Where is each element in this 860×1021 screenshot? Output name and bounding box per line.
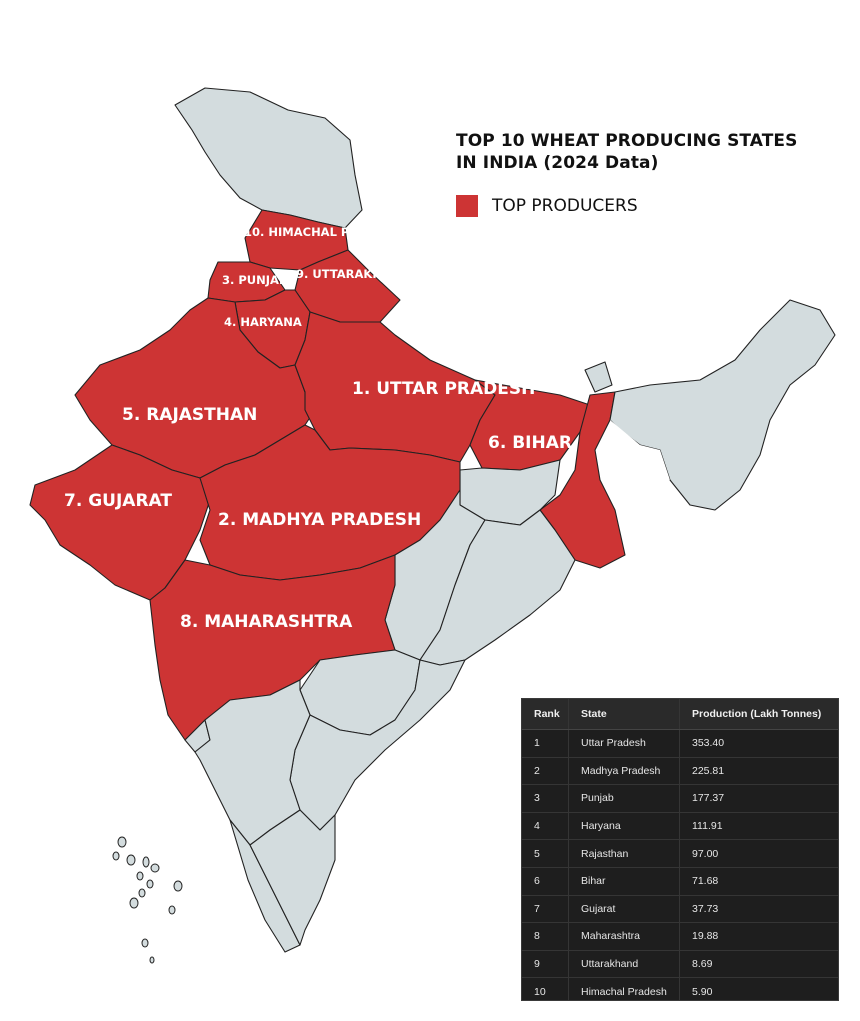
cell-rank: 6 [522, 867, 569, 896]
region-tamil-nadu [249, 809, 336, 946]
label-haryana: 4. HARYANA [224, 315, 302, 329]
cell-rank: 4 [522, 812, 569, 841]
cell-state: Himachal Pradesh [568, 977, 680, 1000]
legend-label: TOP PRODUCERS [492, 196, 638, 216]
cell-rank: 5 [522, 839, 569, 868]
cell-production: 97.00 [679, 839, 838, 868]
table-row: 7 Gujarat 37.73 [522, 895, 838, 924]
region-sikkim [584, 361, 613, 393]
label-maharashtra: 8. MAHARASHTRA [180, 612, 353, 632]
production-table-grid: Rank State Production (Lakh Tonnes) 1 Utt… [522, 699, 838, 1000]
cell-rank: 7 [522, 895, 569, 924]
cell-production: 5.90 [679, 977, 838, 1000]
cell-rank: 3 [522, 784, 569, 813]
legend: TOP PRODUCERS [456, 195, 638, 217]
title-line-1: TOP 10 WHEAT PRODUCING STATES [456, 131, 798, 151]
cell-rank: 10 [522, 977, 569, 1000]
cell-production: 8.69 [679, 950, 838, 979]
table-row: 6 Bihar 71.68 [522, 867, 838, 896]
cell-rank: 8 [522, 922, 569, 951]
table-header-row: Rank State Production (Lakh Tonnes) [522, 699, 838, 730]
cell-state: Uttar Pradesh [568, 729, 680, 758]
table-row: 8 Maharashtra 19.88 [522, 922, 838, 951]
table-row: 3 Punjab 177.37 [522, 784, 838, 813]
header-rank: Rank [522, 699, 569, 730]
map-title: TOP 10 WHEAT PRODUCING STATES IN INDIA (… [456, 130, 797, 174]
cell-production: 225.81 [679, 757, 838, 786]
cell-production: 353.40 [679, 729, 838, 758]
cell-rank: 9 [522, 950, 569, 979]
cell-state: Maharashtra [568, 922, 680, 951]
label-uttarakhand: 9. UTTARAKHAND [296, 267, 411, 281]
cell-state: Gujarat [568, 895, 680, 924]
andaman-islands [112, 836, 183, 964]
legend-swatch [456, 195, 478, 217]
table-row: 10 Himachal Pradesh 5.90 [522, 977, 838, 1000]
table-row: 5 Rajasthan 97.00 [522, 839, 838, 868]
label-punjab: 3. PUNJAB [222, 273, 288, 287]
region-odisha [419, 509, 576, 666]
label-bihar: 6. BIHAR [488, 433, 572, 453]
region-west-bengal [539, 391, 626, 569]
cell-production: 19.88 [679, 922, 838, 951]
label-uttar-pradesh: 1. UTTAR PRADESH [352, 379, 536, 399]
production-table: Rank State Production (Lakh Tonnes) 1 Utt… [521, 698, 839, 1001]
region-bangladesh-gap [610, 420, 670, 480]
header-state: State [568, 699, 680, 730]
cell-production: 71.68 [679, 867, 838, 896]
cell-state: Rajasthan [568, 839, 680, 868]
region-north-east [609, 299, 836, 511]
cell-state: Bihar [568, 867, 680, 896]
cell-production: 37.73 [679, 895, 838, 924]
label-rajasthan: 5. RAJASTHAN [122, 405, 258, 425]
label-gujarat: 7. GUJARAT [64, 491, 172, 511]
table-row: 4 Haryana 111.91 [522, 812, 838, 841]
cell-state: Punjab [568, 784, 680, 813]
cell-rank: 2 [522, 757, 569, 786]
table-row: 2 Madhya Pradesh 225.81 [522, 757, 838, 786]
cell-state: Uttarakhand [568, 950, 680, 979]
cell-production: 177.37 [679, 784, 838, 813]
table-row: 9 Uttarakhand 8.69 [522, 950, 838, 979]
cell-rank: 1 [522, 729, 569, 758]
label-madhya-pradesh: 2. MADHYA PRADESH [218, 510, 422, 530]
cell-state: Haryana [568, 812, 680, 841]
region-jammu-kashmir [174, 87, 363, 229]
cell-state: Madhya Pradesh [568, 757, 680, 786]
title-line-2: IN INDIA (2024 Data) [456, 153, 659, 174]
label-himachal-pradesh: 10. HIMACHAL PRADESH [244, 225, 403, 239]
table-row: 1 Uttar Pradesh 353.40 [522, 729, 838, 758]
header-production: Production (Lakh Tonnes) [679, 699, 838, 730]
cell-production: 111.91 [679, 812, 838, 841]
